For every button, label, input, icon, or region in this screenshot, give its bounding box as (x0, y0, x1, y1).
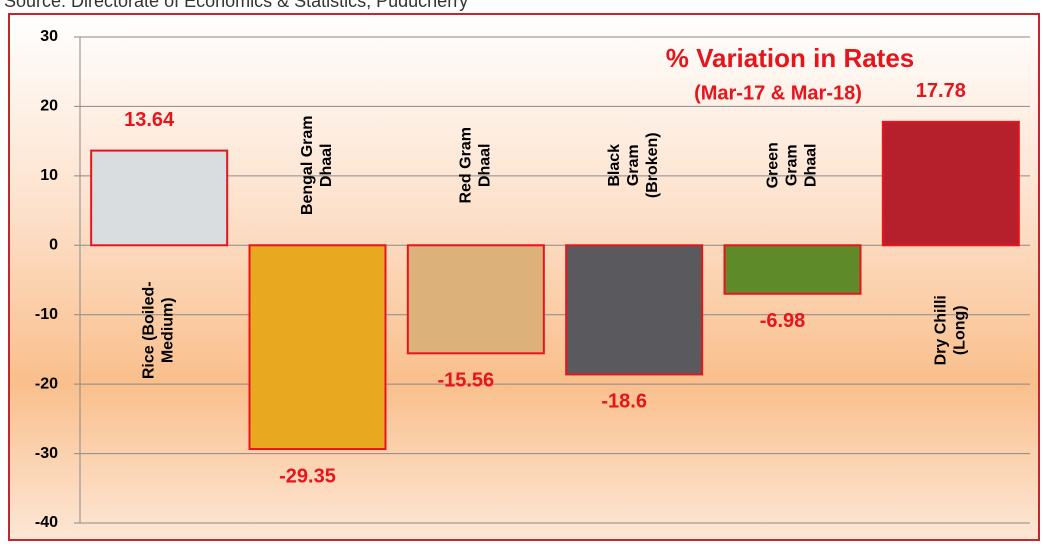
value-label: -29.35 (279, 465, 336, 487)
value-label: -15.56 (437, 370, 494, 392)
chart-title: % Variation in Rates (666, 43, 915, 73)
category-label-line: Green (765, 142, 782, 188)
y-tick-label: 30 (40, 28, 58, 45)
y-tick-label: -40 (35, 514, 58, 531)
chart: Source: Directorate of Economics & Stati… (0, 0, 1042, 541)
y-tick-label: -20 (35, 375, 58, 392)
category-label-line: Dhaal (803, 143, 820, 187)
category-label-line: Black (606, 144, 623, 187)
source-note: Source: Directorate of Economics & Stati… (4, 0, 468, 11)
category-label-line: Gram (625, 144, 642, 186)
bar (883, 122, 1019, 245)
category-label-line: Dhaal (477, 143, 494, 187)
category-label-line: Bengal Gram (299, 115, 316, 215)
bar (725, 245, 861, 293)
bar (566, 245, 702, 374)
category-label-line: Gram (784, 144, 801, 186)
chart-subtitle: (Mar-17 & Mar-18) (694, 82, 862, 104)
value-label: 13.64 (124, 109, 175, 131)
category-label-line: Medium) (160, 297, 177, 363)
value-label: 17.78 (916, 80, 966, 102)
category-label-line: Dry Chilli (933, 295, 950, 365)
bar (250, 245, 386, 449)
value-label: -18.6 (601, 391, 647, 413)
y-tick-label: 20 (40, 98, 58, 115)
y-tick-label: -30 (35, 445, 58, 462)
category-label-line: (Broken) (644, 132, 661, 198)
y-tick-label: 0 (49, 237, 58, 254)
category-label-line: Red Gram (458, 127, 475, 203)
bar (408, 245, 544, 353)
y-tick-label: 10 (40, 167, 58, 184)
value-label: -6.98 (760, 310, 806, 332)
bar (91, 151, 227, 246)
y-tick-label: -10 (35, 306, 58, 323)
category-label-line: (Long) (952, 305, 969, 355)
category-label-line: Dhaal (318, 143, 335, 187)
category-label-line: Rice (Boiled- (141, 281, 158, 379)
